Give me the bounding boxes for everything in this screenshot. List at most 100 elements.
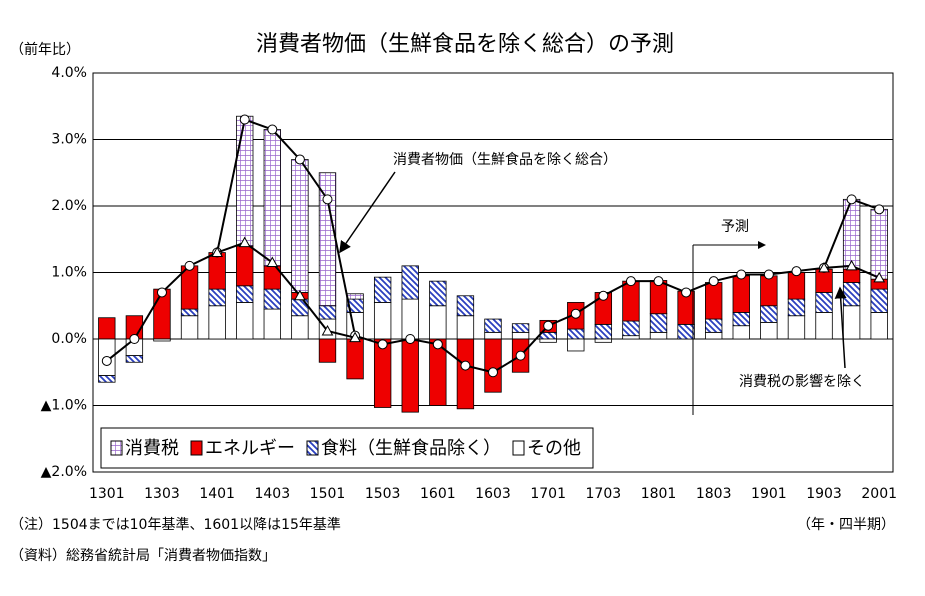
marker: [267, 124, 278, 135]
bar-segment: [787, 272, 806, 300]
marker: [873, 271, 886, 283]
bar-segment: [870, 288, 888, 313]
bar-segment: [373, 276, 392, 303]
marker: [211, 246, 223, 258]
bar-segment: [291, 159, 309, 293]
bar-segment: [511, 331, 530, 340]
bar-segment: [208, 252, 226, 290]
bar-segment: [208, 305, 226, 340]
bar-segment: [622, 280, 640, 322]
bar-segment: [649, 331, 668, 340]
bar-segment: [705, 282, 723, 320]
bar-segment: [429, 280, 447, 307]
marker: [515, 350, 526, 361]
marker: [625, 276, 636, 287]
marker: [238, 236, 251, 248]
legend-label: エネルギー: [205, 438, 295, 459]
bar-segment: [401, 338, 419, 413]
x-tick-label: 1601: [420, 486, 456, 502]
bar-segment: [456, 315, 475, 340]
bar-segment: [870, 311, 888, 340]
marker: [322, 194, 333, 205]
legend-swatch: [306, 440, 319, 456]
marker: [845, 259, 858, 271]
x-tick-label: 1703: [586, 486, 622, 502]
marker: [681, 287, 692, 298]
legend-swatch: [190, 440, 203, 456]
x-tick-label: 1301: [89, 486, 125, 502]
bar-segment: [622, 320, 640, 337]
marker: [570, 308, 581, 319]
bar-segment: [732, 325, 750, 340]
bar-segment: [318, 305, 337, 320]
x-tick-label: 1901: [751, 486, 787, 502]
y-tick-label: 1.0%: [51, 265, 87, 281]
legend-label: 食料（生鮮食品除く）: [321, 438, 501, 459]
y-tick-label: 0.0%: [51, 331, 87, 347]
x-tick-label: 2001: [861, 486, 897, 502]
bar-segment: [263, 288, 281, 310]
bar-segment: [594, 338, 613, 343]
bar-segment: [705, 318, 723, 333]
bar-segment: [429, 305, 447, 340]
bar-segment: [153, 338, 171, 342]
bar-segment: [732, 275, 750, 313]
marker: [321, 324, 334, 336]
marker: [156, 287, 167, 298]
bar-segment: [180, 308, 199, 317]
y-tick-label: 2.0%: [51, 198, 87, 214]
bar-segment: [842, 282, 861, 307]
legend-label: その他: [527, 438, 581, 459]
bar-segment: [456, 338, 475, 410]
legend-swatch: [512, 440, 525, 456]
bar-segment: [842, 198, 861, 270]
marker: [377, 339, 388, 350]
bar-segment: [346, 293, 364, 300]
annotation-arrow: [339, 171, 396, 254]
marker: [708, 276, 719, 287]
marker: [488, 367, 498, 378]
bar-segment: [484, 318, 502, 333]
bar-segment: [318, 338, 337, 363]
x-tick-label: 1803: [696, 486, 732, 502]
marker: [598, 290, 609, 301]
bar-segment: [760, 275, 778, 307]
x-tick-label: 1503: [365, 486, 401, 502]
x-tick-label: 1603: [475, 486, 511, 502]
bar-segment: [842, 305, 861, 340]
y-axis-label: （前年比）: [10, 41, 80, 58]
bar-segment: [760, 305, 778, 323]
note: （資料）総務省統計局「消費者物価指数」: [10, 548, 276, 564]
bar-segment: [346, 338, 364, 380]
note: （注）1504までは10年基準、1601以降は15年基準: [10, 516, 341, 533]
bar-segment: [429, 338, 447, 406]
legend-swatch: [110, 440, 123, 456]
marker: [349, 331, 361, 343]
legend: [100, 427, 594, 469]
legend-label: 消費税: [125, 438, 179, 459]
x-tick-label: 1303: [144, 486, 180, 502]
x-tick-label: 1401: [199, 486, 235, 502]
marker: [432, 339, 443, 350]
bar-segment: [567, 338, 585, 352]
bar-segment: [760, 321, 778, 340]
bar-segment: [622, 335, 640, 340]
annotation: 消費者物価（生鮮食品を除く総合）: [393, 151, 617, 168]
bar-segment: [208, 288, 226, 307]
bar-segment: [373, 338, 392, 408]
marker: [460, 360, 471, 371]
marker: [294, 154, 305, 165]
x-tick-label: 1701: [530, 486, 566, 502]
bar-segment: [236, 302, 254, 340]
bar-segment: [401, 298, 419, 340]
annotation: 消費税の影響を除く: [739, 373, 865, 390]
bar-segment: [236, 285, 254, 303]
annotation-arrow: [834, 286, 847, 369]
bar-segment: [842, 268, 861, 283]
bar-segment: [787, 315, 806, 340]
bar-segment: [98, 317, 116, 340]
bar-segment: [705, 331, 723, 340]
bar-segment: [98, 375, 116, 383]
bar-segment: [236, 115, 254, 247]
chart-title: 消費者物価（生鮮食品を除く総合）の予測: [256, 32, 674, 57]
